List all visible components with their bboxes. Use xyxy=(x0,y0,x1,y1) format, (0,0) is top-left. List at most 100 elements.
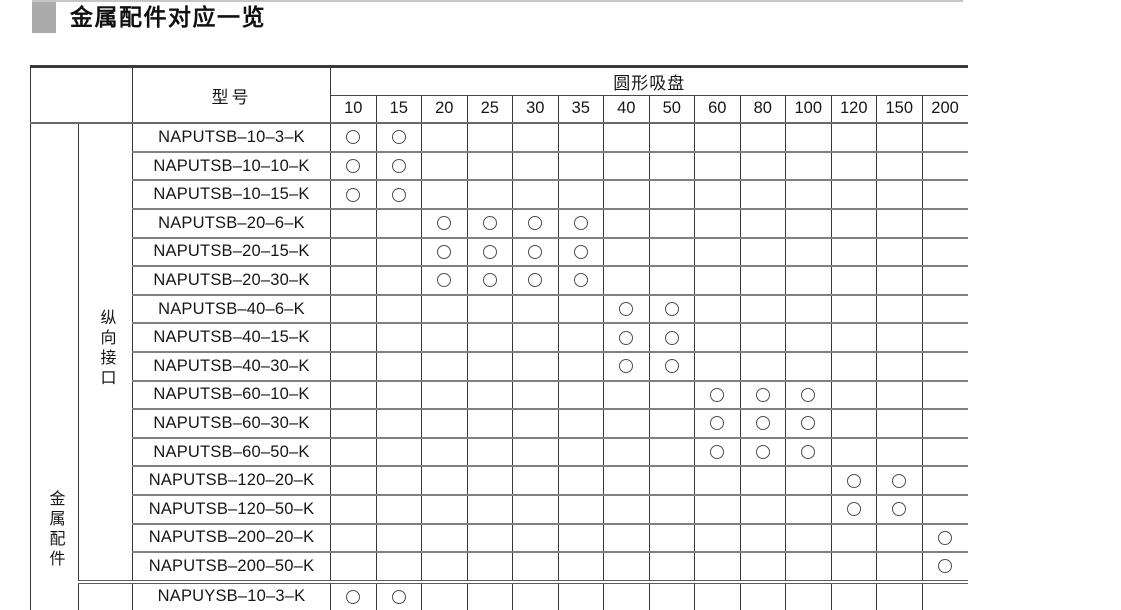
table-row: NAPUTSB–40–15–K xyxy=(31,322,968,352)
mark-cell xyxy=(557,465,604,495)
mark-cell xyxy=(921,350,968,381)
mark-cell xyxy=(421,522,467,553)
subgroup-label: 纵向接口 xyxy=(97,309,115,390)
mark-cell xyxy=(830,436,877,467)
table-row: NAPUTSB–10–10–K xyxy=(31,150,968,181)
compatibility-circle-mark xyxy=(619,359,634,374)
mark-cell xyxy=(648,408,695,438)
compatibility-circle-mark xyxy=(346,130,361,145)
mark-cell xyxy=(694,522,740,553)
compatibility-circle-mark xyxy=(437,216,452,231)
mark-cell xyxy=(375,493,422,524)
subgroup-cell-vertical-port: 纵向接口 xyxy=(78,122,133,582)
mark-cell xyxy=(557,350,604,381)
mark-cell xyxy=(330,579,376,610)
mark-cell xyxy=(694,207,740,238)
mark-cell xyxy=(876,379,922,410)
size-header-row: 10 15 20 25 30 35 40 50 60 80 100 120 150 200 xyxy=(31,94,968,124)
compatibility-circle-mark xyxy=(437,273,452,288)
mark-cell xyxy=(375,322,422,352)
mark-cell xyxy=(876,293,922,324)
mark-cell xyxy=(375,379,422,410)
mark-cell xyxy=(921,207,968,238)
compatibility-circle-mark xyxy=(346,159,361,174)
mark-cell xyxy=(739,465,786,495)
mark-cell xyxy=(375,179,422,209)
mark-cell xyxy=(330,350,376,381)
mark-cell xyxy=(785,150,831,181)
compatibility-circle-mark xyxy=(892,473,907,488)
model-cell: NAPUTSB–40–6–K xyxy=(132,293,331,324)
mark-cell xyxy=(921,522,968,553)
mark-cell xyxy=(603,322,649,352)
mark-cell xyxy=(375,579,422,610)
mark-cell xyxy=(648,122,695,152)
mark-cell xyxy=(876,150,922,181)
mark-cell xyxy=(785,350,831,381)
mark-cell xyxy=(557,408,604,438)
mark-cell xyxy=(876,522,922,553)
mark-cell xyxy=(739,236,786,267)
mark-cell xyxy=(785,579,831,610)
mark-cell xyxy=(603,522,649,553)
compatibility-circle-mark xyxy=(664,330,679,345)
mark-cell xyxy=(557,436,604,467)
mark-cell xyxy=(512,493,558,524)
mark-cell xyxy=(830,122,877,152)
mark-cell xyxy=(648,207,695,238)
mark-cell xyxy=(694,465,740,495)
mark-cell xyxy=(557,522,604,553)
corner-cell xyxy=(30,65,133,124)
mark-cell xyxy=(694,265,740,295)
mark-cell xyxy=(694,436,740,467)
mark-cell xyxy=(876,179,922,209)
compatibility-circle-mark xyxy=(391,130,406,145)
mark-cell xyxy=(375,293,422,324)
mark-cell xyxy=(421,207,467,238)
mark-cell xyxy=(466,122,513,152)
model-cell: NAPUYSB–10–3–K xyxy=(132,579,331,610)
mark-cell xyxy=(648,493,695,524)
model-column-header: 型号 xyxy=(132,65,331,124)
mark-cell xyxy=(603,350,649,381)
mark-cell xyxy=(557,150,604,181)
mark-cell xyxy=(921,551,968,582)
compatibility-circle-mark xyxy=(846,473,861,488)
compatibility-circle-mark xyxy=(710,387,725,402)
mark-cell xyxy=(330,379,376,410)
mark-cell xyxy=(648,465,695,495)
mark-cell xyxy=(876,236,922,267)
mark-cell xyxy=(830,293,877,324)
mark-cell xyxy=(694,322,740,352)
compatibility-circle-mark xyxy=(528,244,543,259)
mark-cell xyxy=(512,379,558,410)
mark-cell xyxy=(421,408,467,438)
mark-cell xyxy=(648,379,695,410)
mark-cell xyxy=(739,379,786,410)
compatibility-circle-mark xyxy=(528,273,543,288)
model-cell: NAPUTSB–20–30–K xyxy=(132,265,331,295)
mark-cell xyxy=(603,122,649,152)
mark-cell xyxy=(375,350,422,381)
mark-cell xyxy=(330,408,376,438)
page-title: 金属配件对应一览 xyxy=(70,4,266,30)
compatibility-circle-mark xyxy=(573,244,588,259)
mark-cell xyxy=(466,150,513,181)
mark-cell xyxy=(603,551,649,582)
mark-cell xyxy=(876,493,922,524)
mark-cell xyxy=(466,236,513,267)
mark-cell xyxy=(785,207,831,238)
table-row: NAPUTSB–60–30–K xyxy=(31,408,968,438)
model-cell: NAPUTSB–10–3–K xyxy=(132,122,331,152)
model-cell: NAPUTSB–120–20–K xyxy=(132,465,331,495)
mark-cell xyxy=(694,551,740,582)
suction-cup-group-header: 圆形吸盘 xyxy=(329,65,968,96)
compatibility-circle-mark xyxy=(846,502,861,517)
mark-cell xyxy=(648,322,695,352)
model-cell: NAPUTSB–10–10–K xyxy=(132,150,331,181)
mark-cell xyxy=(785,465,831,495)
mark-cell xyxy=(375,408,422,438)
mark-cell xyxy=(876,579,922,610)
mark-cell xyxy=(785,265,831,295)
mark-cell xyxy=(330,493,376,524)
